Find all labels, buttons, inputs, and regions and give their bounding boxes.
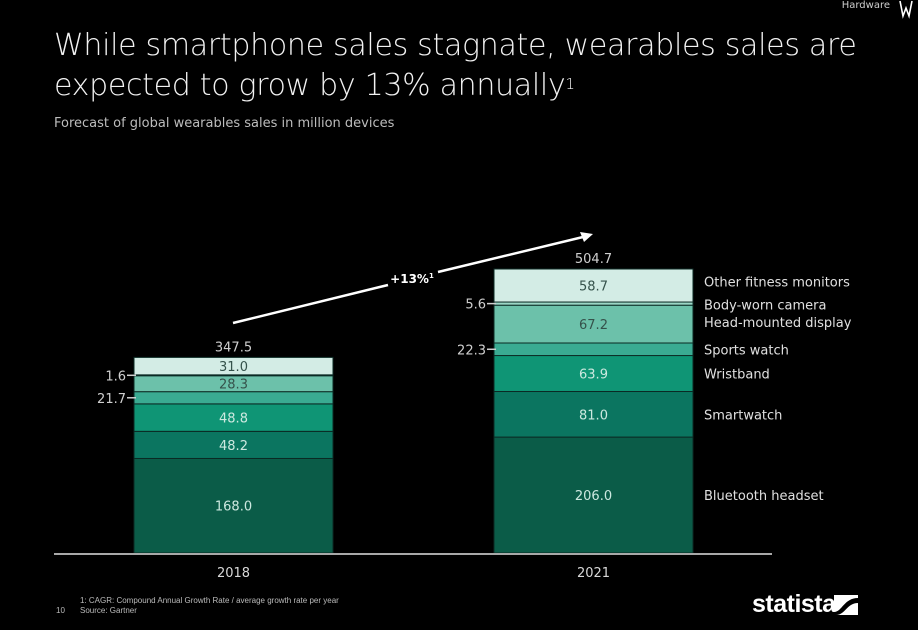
bars-group <box>133 268 694 554</box>
legend-item: Body-worn camera <box>704 299 826 314</box>
chart-subtitle: Forecast of global wearables sales in mi… <box>54 116 395 131</box>
value-label: 48.8 <box>219 412 248 427</box>
value-labels-group: 168.0 48.2 48.8 21.7 28.3 1.6 31.0 347.5 206.0 81… <box>97 252 612 515</box>
value-label-outside: 5.6 <box>465 298 486 313</box>
cagr-footnote: 1: CAGR: Compound Annual Growth Rate / a… <box>80 596 339 605</box>
wearables-topic-icon <box>899 0 913 19</box>
legend-item: Smartwatch <box>704 408 782 423</box>
bar-segment-wristband-2021 <box>493 355 694 393</box>
value-label-outside: 22.3 <box>457 343 486 358</box>
value-label: 28.3 <box>219 378 248 393</box>
title-footnote-marker: 1 <box>565 75 575 93</box>
cagr-label: +13%1 <box>390 272 434 286</box>
value-label: 63.9 <box>579 368 608 383</box>
cagr-arrow: +13%1 <box>232 232 593 325</box>
bar-segment-other-fitness-monitors-2018 <box>133 356 334 376</box>
bar-segment-head-mounted-display-2021 <box>493 304 694 344</box>
value-label: 58.7 <box>579 280 608 295</box>
footnotes: 1: CAGR: Compound Annual Growth Rate / a… <box>80 596 339 616</box>
source-note: Source: Gartner <box>80 606 137 615</box>
value-label-outside: 21.7 <box>97 392 126 407</box>
cagr-value: +13% <box>390 272 429 286</box>
total-label-2021: 504.7 <box>575 252 612 267</box>
value-label: 48.2 <box>219 439 248 454</box>
bar-segment-sports-watch-2021 <box>493 342 694 357</box>
value-label: 81.0 <box>579 408 608 423</box>
value-label-outside: 1.6 <box>105 369 126 384</box>
page-title: While smartphone sales stagnate, wearabl… <box>54 26 914 106</box>
statista-logo-icon <box>834 595 858 615</box>
cagr-footnote-marker: 1 <box>429 272 434 280</box>
bar-segment-sports-watch-2018 <box>133 391 334 405</box>
bar-segment-other-fitness-monitors-2021 <box>493 268 694 303</box>
page-number: 10 <box>56 606 65 615</box>
legend-item: Other fitness monitors <box>704 276 850 291</box>
topic-label: Hardware <box>841 0 890 11</box>
x-tick-label: 2018 <box>217 566 250 581</box>
legend-item: Head-mounted display <box>704 316 852 331</box>
value-label: 206.0 <box>575 489 612 504</box>
title-text: While smartphone sales stagnate, wearabl… <box>54 28 857 103</box>
legend-item: Sports watch <box>704 343 789 358</box>
value-label: 31.0 <box>219 360 248 375</box>
cagr-arrow-head <box>580 232 593 242</box>
bar-segment-bluetooth-headset-2021 <box>493 436 694 554</box>
value-label: 67.2 <box>579 318 608 333</box>
statista-logo: statista <box>752 590 836 618</box>
cagr-arrow-line-right <box>437 235 584 274</box>
legend-item: Wristband <box>704 368 770 383</box>
legend-item: Bluetooth headset <box>704 489 824 504</box>
bar-segment-smartwatch-2021 <box>493 391 694 438</box>
cagr-arrow-line-left <box>232 283 389 325</box>
x-tick-labels-group: 2018 2021 <box>217 566 610 581</box>
legend-group: Bluetooth headset Smartwatch Wristband Spor… <box>704 276 852 505</box>
total-label-2018: 347.5 <box>215 340 252 355</box>
value-label: 168.0 <box>215 500 252 515</box>
x-tick-label: 2021 <box>577 566 610 581</box>
